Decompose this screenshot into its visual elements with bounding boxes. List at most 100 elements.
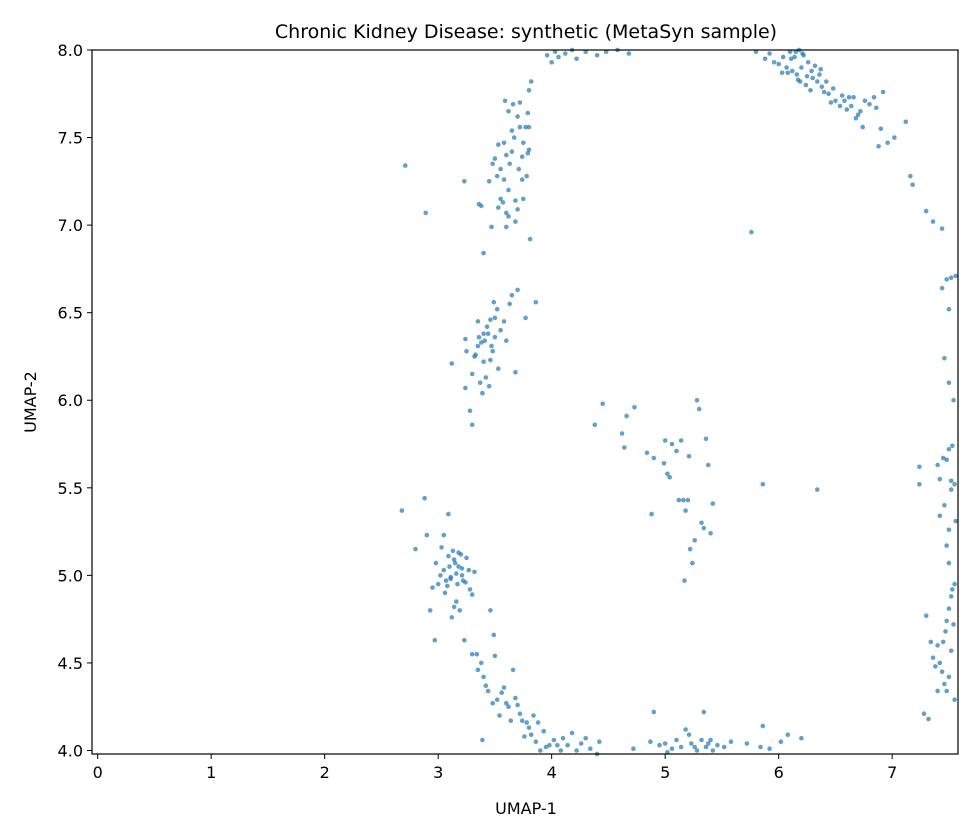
- scatter-point: [463, 385, 468, 391]
- scatter-point: [849, 103, 854, 109]
- data-points: [399, 47, 958, 757]
- scatter-point: [456, 564, 461, 569]
- scatter-point: [860, 124, 865, 130]
- scatter-point: [780, 54, 786, 60]
- scatter-point: [549, 60, 554, 65]
- scatter-point: [910, 182, 915, 188]
- scatter-point: [683, 508, 688, 513]
- scatter-point: [692, 538, 697, 543]
- scatter-point: [476, 334, 482, 340]
- x-tick-label: 3: [433, 763, 443, 782]
- scatter-point: [462, 637, 467, 643]
- scatter-point: [600, 401, 605, 407]
- scatter-point: [758, 744, 763, 750]
- scatter-point: [805, 60, 811, 65]
- scatter-point: [441, 532, 447, 538]
- scatter-point: [708, 531, 713, 536]
- scatter-point: [678, 438, 684, 443]
- scatter-point: [560, 735, 566, 741]
- scatter-point: [950, 443, 955, 449]
- scatter-point: [808, 88, 813, 93]
- y-axis-label: UMAP-2: [21, 371, 40, 433]
- scatter-point: [631, 746, 636, 751]
- scatter-point: [464, 348, 469, 354]
- scatter-point: [486, 179, 492, 184]
- scatter-point: [504, 224, 509, 230]
- scatter-point: [496, 366, 501, 372]
- scatter-point: [951, 622, 956, 627]
- scatter-point: [744, 741, 750, 746]
- scatter-point: [526, 147, 532, 153]
- scatter-point: [469, 422, 475, 428]
- y-tick-label: 7.5: [58, 129, 83, 148]
- scatter-point: [569, 730, 575, 736]
- scatter-point: [494, 306, 500, 312]
- scatter-point: [500, 200, 506, 205]
- scatter-point: [528, 732, 534, 737]
- scatter-point: [885, 140, 890, 146]
- scatter-point: [504, 700, 509, 706]
- scatter-point: [441, 567, 447, 573]
- scatter-point: [509, 149, 515, 154]
- x-tick-label: 6: [774, 763, 784, 782]
- y-tick-label: 7.0: [58, 216, 83, 235]
- scatter-point: [699, 520, 704, 526]
- scatter-point: [556, 54, 561, 60]
- scatter-point: [558, 748, 564, 753]
- scatter-point: [946, 674, 952, 680]
- scatter-point: [578, 741, 584, 746]
- scatter-point: [507, 301, 512, 307]
- scatter-point: [760, 482, 766, 487]
- y-tick-label: 8.0: [58, 41, 83, 60]
- scatter-point: [682, 578, 687, 583]
- scatter-point: [528, 79, 534, 84]
- scatter-point: [458, 552, 464, 557]
- x-tick-label: 7: [887, 763, 897, 782]
- scatter-point: [762, 56, 768, 62]
- scatter-point: [513, 219, 518, 224]
- scatter-point: [443, 578, 449, 583]
- scatter-point: [839, 93, 845, 98]
- scatter-point: [498, 166, 503, 172]
- scatter-point: [665, 749, 670, 755]
- scatter-point: [644, 450, 650, 456]
- scatter-point: [594, 53, 600, 58]
- scatter-point: [447, 564, 452, 569]
- scatter-point: [496, 205, 501, 210]
- scatter-point: [489, 343, 494, 349]
- scatter-point: [760, 723, 766, 729]
- scatter-point: [525, 151, 531, 156]
- scatter-point: [502, 98, 508, 104]
- scatter-point: [871, 95, 877, 100]
- scatter-point: [555, 742, 560, 748]
- scatter-point: [649, 511, 654, 517]
- x-tick-label: 1: [206, 763, 216, 782]
- scatter-point: [804, 74, 810, 79]
- scatter-point: [674, 448, 679, 454]
- scatter-point: [523, 315, 528, 321]
- scatter-point: [449, 361, 455, 366]
- scatter-point: [662, 741, 668, 746]
- scatter-point: [491, 299, 497, 305]
- scatter-point: [496, 142, 501, 147]
- scatter-point: [541, 728, 546, 734]
- scatter-point: [517, 124, 523, 130]
- scatter-point: [592, 422, 598, 428]
- scatter-point: [583, 735, 588, 741]
- scatter-point: [942, 503, 947, 508]
- scatter-point: [948, 594, 954, 599]
- scatter-point: [526, 88, 532, 93]
- scatter-point: [686, 454, 692, 459]
- scatter-point: [475, 343, 481, 349]
- scatter-point: [951, 397, 956, 403]
- scatter-point: [923, 613, 929, 618]
- scatter-point: [544, 53, 550, 58]
- scatter-point: [451, 604, 457, 610]
- scatter-point: [690, 560, 695, 566]
- scatter-point: [427, 608, 433, 613]
- scatter-point: [432, 637, 438, 643]
- scatter-point: [454, 599, 459, 604]
- scatter-point: [507, 161, 512, 167]
- scatter-point: [435, 581, 441, 587]
